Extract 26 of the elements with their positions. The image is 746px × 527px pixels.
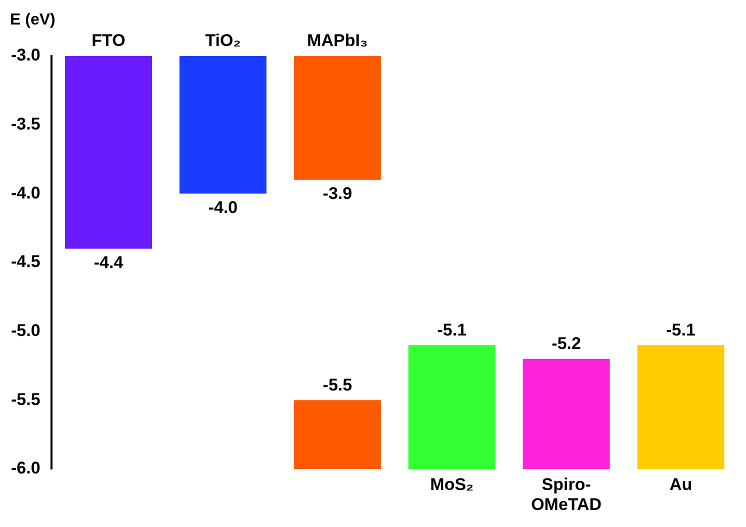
y-axis-title: E (eV) xyxy=(10,11,56,28)
data-label: -3.9 xyxy=(322,184,352,204)
bar xyxy=(65,56,152,249)
x-tick-label: MAPbI₃ xyxy=(307,31,368,50)
data-label: -4.4 xyxy=(94,252,124,272)
y-tick-label: -5.0 xyxy=(10,321,40,340)
bar xyxy=(179,56,266,194)
x-tick-label: FTO xyxy=(92,31,126,50)
data-label: -5.1 xyxy=(437,320,467,340)
y-tick-label: -4.0 xyxy=(10,183,40,202)
bar xyxy=(408,345,496,469)
y-tick-label: -6.0 xyxy=(10,458,40,478)
x-tick-label: Spiro-OMeTAD xyxy=(531,475,602,514)
data-label: -5.5 xyxy=(322,375,352,394)
y-tick-label: -5.5 xyxy=(10,390,40,409)
x-tick-label: MoS₂ xyxy=(430,475,474,494)
data-label: -5.2 xyxy=(552,334,581,354)
y-tick-label: -3.5 xyxy=(10,114,40,134)
x-tick-label: TiO₂ xyxy=(205,31,241,50)
data-label: -5.1 xyxy=(666,320,696,340)
data-label: -4.0 xyxy=(208,198,238,217)
y-tick-label: -3.0 xyxy=(10,46,40,65)
x-tick-label: Au xyxy=(669,475,692,494)
bar xyxy=(522,358,610,469)
y-tick-label: -4.5 xyxy=(10,252,40,272)
bar xyxy=(637,345,724,469)
